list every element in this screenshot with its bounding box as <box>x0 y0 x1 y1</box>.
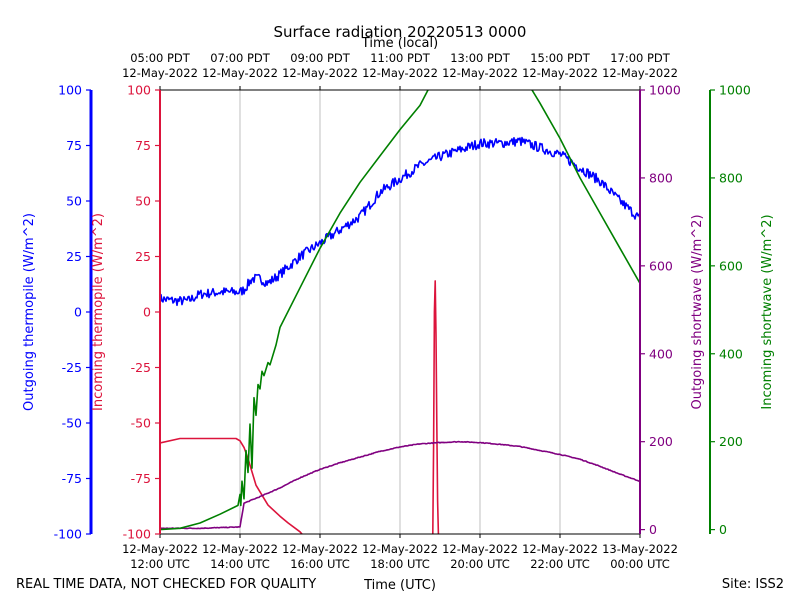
x-tick-date: 12-May-2022 <box>282 542 358 556</box>
y-tick-label: 200 <box>719 434 743 449</box>
x-tick-time: 12:00 UTC <box>130 557 190 571</box>
y-tick-label: 50 <box>66 194 82 209</box>
series-line-outgoing-thermopile <box>160 136 640 307</box>
x-tick-date: 12-May-2022 <box>522 542 598 556</box>
y-tick-label: -75 <box>131 471 151 486</box>
y-tick-label: -25 <box>62 360 82 375</box>
top-tick-time: 13:00 PDT <box>450 51 511 65</box>
x-tick-date: 12-May-2022 <box>202 542 278 556</box>
y-tick-label: 0 <box>649 522 657 537</box>
y-tick-label: 800 <box>719 170 743 185</box>
y-axis-label: Incoming thermopile (W/m^2) <box>91 213 106 411</box>
y-tick-label: -100 <box>123 527 151 542</box>
y-tick-label: 100 <box>58 83 82 98</box>
top-tick-time: 15:00 PDT <box>530 51 591 65</box>
series-line-incoming-shortwave <box>160 90 640 531</box>
x-tick-time: 16:00 UTC <box>290 557 350 571</box>
y-tick-label: 25 <box>66 249 82 264</box>
y-tick-label: 0 <box>719 522 727 537</box>
top-tick-time: 05:00 PDT <box>130 51 191 65</box>
x-tick-date: 13-May-2022 <box>602 542 678 556</box>
y-tick-label: 1000 <box>649 83 681 98</box>
site-label: Site: ISS2 <box>722 577 784 592</box>
grid <box>239 90 561 534</box>
y-tick-label: 0 <box>74 305 82 320</box>
top-tick-date: 12-May-2022 <box>282 66 358 80</box>
top-tick-time: 11:00 PDT <box>370 51 431 65</box>
y-tick-label: -100 <box>54 527 82 542</box>
top-tick-date: 12-May-2022 <box>362 66 438 80</box>
top-tick-time: 09:00 PDT <box>290 51 351 65</box>
y-tick-label: 600 <box>719 258 743 273</box>
y-axis-label: Incoming shortwave (W/m^2) <box>760 214 775 409</box>
y-tick-label: 75 <box>135 138 151 153</box>
y-tick-label: -50 <box>62 416 82 431</box>
y-tick-label: -75 <box>62 471 82 486</box>
top-tick-date: 12-May-2022 <box>122 66 198 80</box>
quality-notice: REAL TIME DATA, NOT CHECKED FOR QUALITY <box>16 577 316 592</box>
y-tick-label: 100 <box>127 83 151 98</box>
y-tick-label: 25 <box>135 249 151 264</box>
y-tick-label: 50 <box>135 194 151 209</box>
y-tick-label: 75 <box>66 138 82 153</box>
x-tick-date: 12-May-2022 <box>442 542 518 556</box>
series-line-outgoing-shortwave <box>160 440 640 530</box>
x-tick-time: 14:00 UTC <box>210 557 270 571</box>
series-line-incoming-thermopile <box>160 280 440 534</box>
top-tick-date: 12-May-2022 <box>522 66 598 80</box>
chart-title: Surface radiation 20220513 0000 <box>274 23 527 41</box>
x-tick-time: 20:00 UTC <box>450 557 510 571</box>
y-axis-label: Outgoing thermopile (W/m^2) <box>22 213 37 411</box>
y-tick-label: 1000 <box>719 83 751 98</box>
top-tick-date: 12-May-2022 <box>202 66 278 80</box>
y-tick-label: 600 <box>649 258 673 273</box>
y-tick-label: 200 <box>649 434 673 449</box>
top-tick-time: 17:00 PDT <box>610 51 671 65</box>
y-tick-label: -50 <box>131 416 151 431</box>
x-tick-time: 22:00 UTC <box>530 557 590 571</box>
x-tick-time: 18:00 UTC <box>370 557 430 571</box>
top-tick-date: 12-May-2022 <box>602 66 678 80</box>
x-tick-date: 12-May-2022 <box>362 542 438 556</box>
y-axis-label: Outgoing shortwave (W/m^2) <box>690 214 705 409</box>
top-tick-time: 07:00 PDT <box>210 51 271 65</box>
top-axis-label: Time (local) <box>361 36 438 51</box>
x-tick-date: 12-May-2022 <box>122 542 198 556</box>
y-tick-label: 400 <box>649 346 673 361</box>
top-tick-date: 12-May-2022 <box>442 66 518 80</box>
x-axis-label: Time (UTC) <box>363 578 436 593</box>
y-tick-label: 0 <box>143 305 151 320</box>
x-tick-time: 00:00 UTC <box>610 557 670 571</box>
y-tick-label: -25 <box>131 360 151 375</box>
series <box>160 90 640 534</box>
y-tick-label: 400 <box>719 346 743 361</box>
y-tick-label: 800 <box>649 170 673 185</box>
